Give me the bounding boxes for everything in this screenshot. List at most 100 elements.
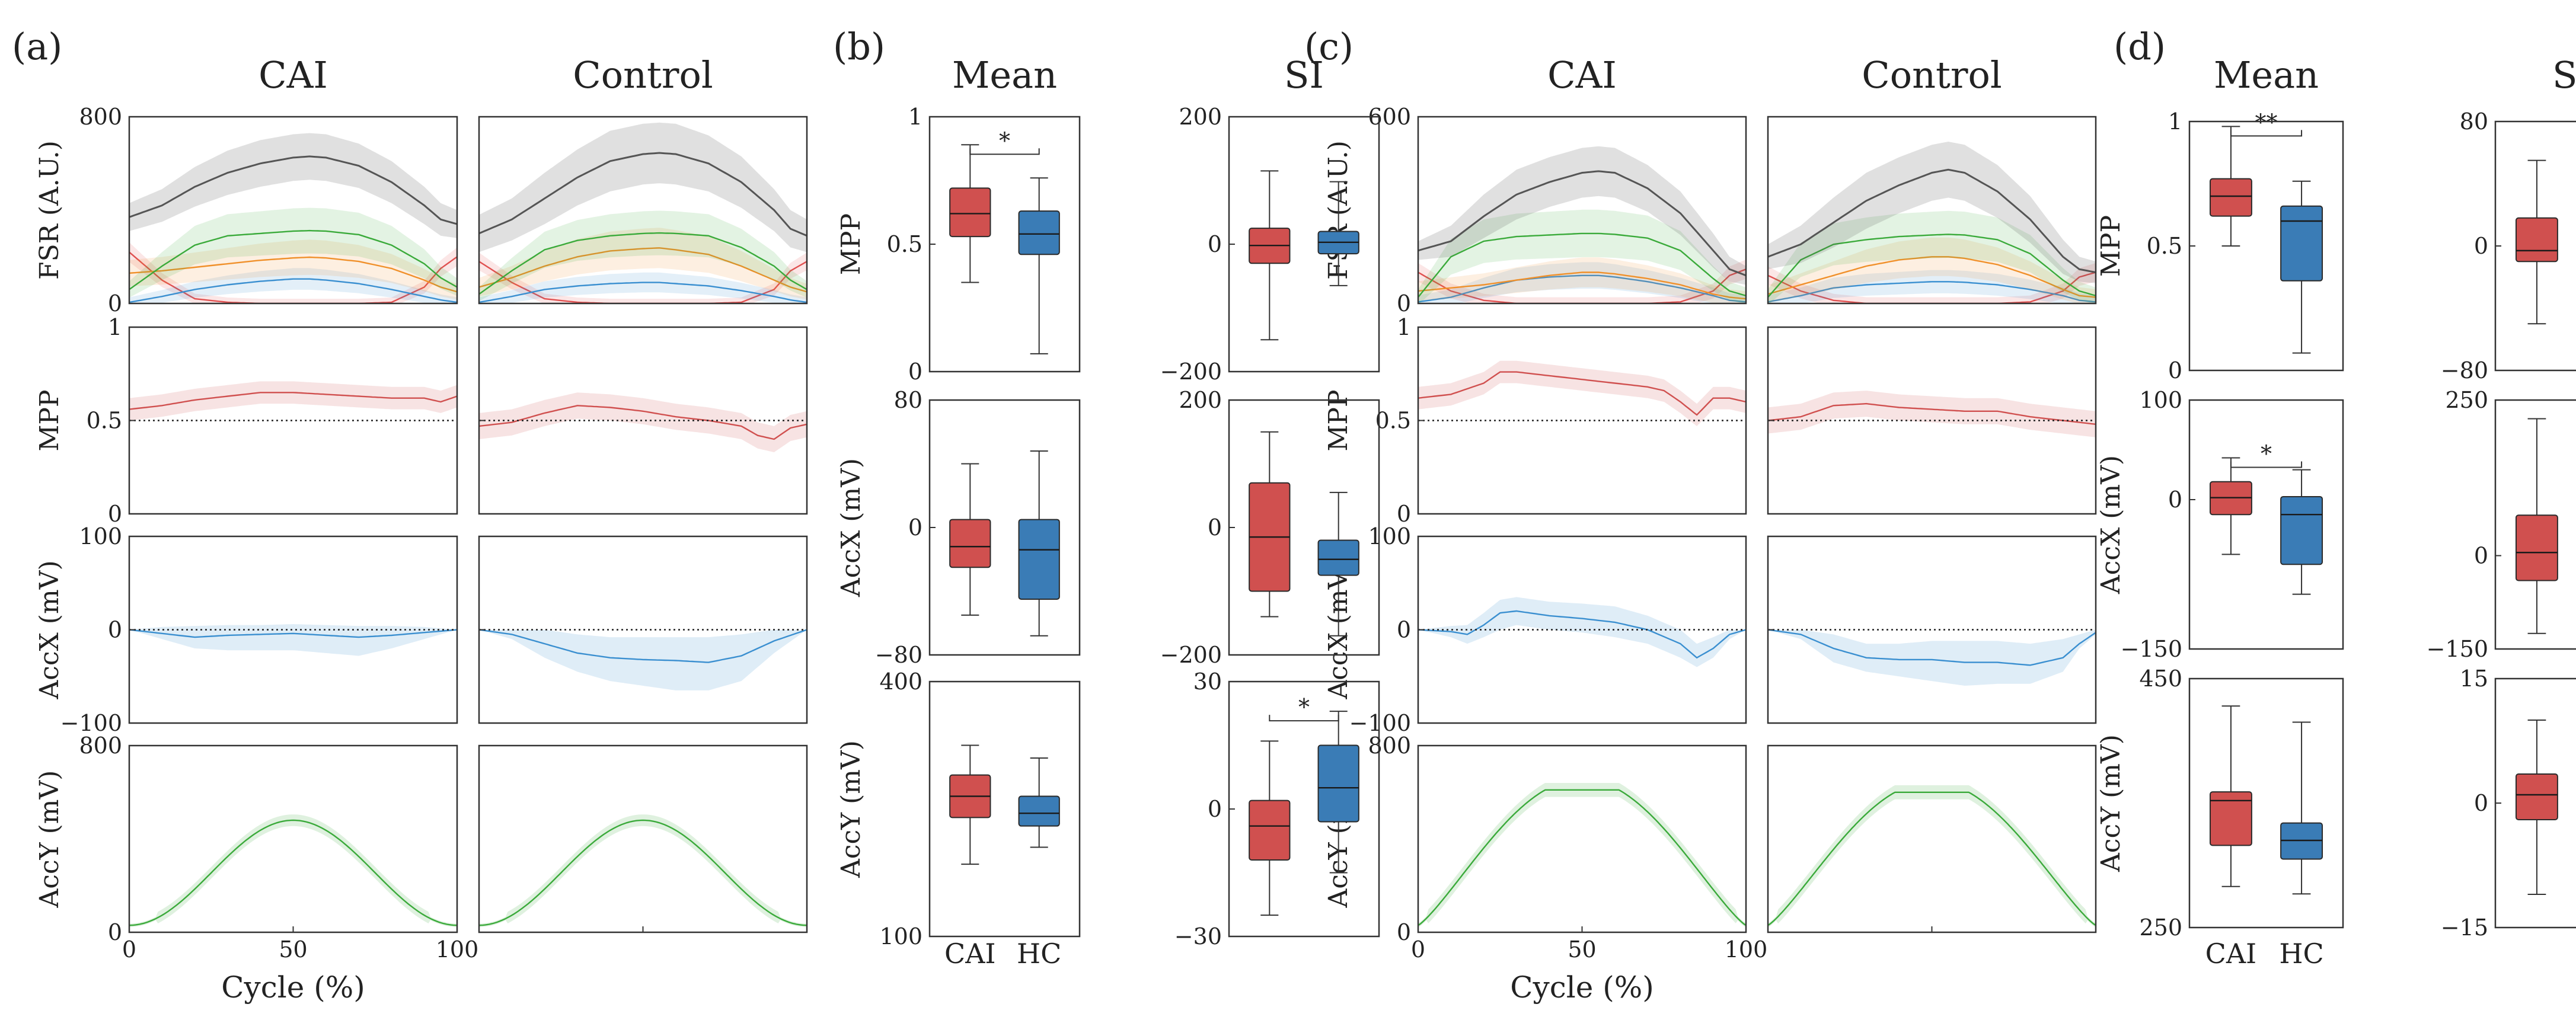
y-axis-label: AccX (mV)	[2096, 455, 2126, 594]
y-tick-label: 100	[879, 923, 922, 949]
plot-area-control	[479, 629, 807, 690]
box-cai	[1249, 800, 1291, 861]
column-title-cai: CAI	[258, 53, 328, 97]
fsr-total-line	[479, 152, 807, 237]
accy-band	[1768, 785, 2096, 928]
plot-area-control	[1768, 629, 2096, 686]
fsr-total-line	[129, 155, 457, 225]
axes-frame	[1767, 744, 2097, 933]
fsr-s1-band	[1768, 270, 2096, 303]
box-hc	[1018, 795, 1060, 827]
x-tick-label: 50	[279, 936, 307, 963]
significance-bracket	[2230, 130, 2303, 137]
x-tick-label: 100	[1725, 936, 1768, 963]
y-tick-label: −200	[1160, 359, 1222, 385]
y-tick-label: −80	[2441, 357, 2488, 383]
axes-frame	[128, 116, 458, 305]
accx-line	[479, 629, 807, 663]
column-title-control: Control	[573, 53, 713, 97]
y-tick-label: 1	[2168, 108, 2182, 135]
fsr-s3-band	[479, 210, 807, 302]
box-hc	[2280, 495, 2323, 565]
fsr-total-line	[1768, 168, 2096, 273]
y-tick-label: 0	[1208, 231, 1222, 257]
column-title-mean: Mean	[952, 53, 1057, 97]
y-tick-label: 0	[2474, 543, 2488, 569]
accy-band	[1418, 783, 1746, 928]
fsr-s2-band	[1768, 237, 2096, 303]
plot-area-cai	[1418, 146, 1746, 303]
accx-band	[1418, 597, 1746, 667]
y-tick-label: 0	[108, 617, 122, 643]
y-tick-label: −80	[875, 642, 922, 668]
fsr-s4-line	[1418, 268, 1746, 303]
y-tick-label: 0	[2168, 357, 2182, 383]
significance-marker: **	[2255, 109, 2278, 135]
y-tick-label: 0	[108, 290, 122, 316]
axes-frame	[2494, 399, 2576, 650]
x-tick-label: 100	[436, 936, 479, 963]
fsr-s2-line	[1768, 256, 2096, 298]
box-hc	[1018, 519, 1060, 600]
y-tick-label: −150	[2427, 636, 2488, 662]
y-tick-label: 0.5	[887, 231, 922, 257]
accx-line	[1768, 629, 2096, 666]
x-category-cai: CAI	[944, 938, 996, 970]
y-tick-label: −200	[1160, 642, 1222, 668]
y-tick-label: 0	[1208, 796, 1222, 822]
y-axis-label: MPP	[836, 213, 866, 275]
y-tick-label: 450	[2139, 666, 2182, 692]
significance-marker: *	[1298, 694, 1310, 720]
box-hc	[1317, 539, 1359, 576]
y-tick-label: 0.5	[2147, 233, 2182, 259]
y-tick-label: 400	[879, 669, 922, 695]
y-axis-label: AccX (mV)	[34, 560, 65, 699]
x-tick-label: 50	[1568, 936, 1596, 963]
y-axis-label: AccX (mV)	[836, 458, 866, 597]
axes-frame	[1417, 744, 1747, 933]
y-axis-label: AccY (mV)	[2096, 734, 2126, 872]
significance-marker: *	[999, 127, 1010, 154]
fsr-s3-line	[1768, 234, 2096, 298]
box-cai	[949, 187, 991, 238]
fsr-s3-band	[1768, 210, 2096, 303]
y-tick-label: −100	[1349, 710, 1411, 736]
fsr-total-line	[1418, 170, 1746, 277]
y-tick-label: 0	[1397, 919, 1411, 945]
axes-frame	[2188, 399, 2344, 650]
y-tick-label: 1	[1397, 314, 1411, 340]
accx-band	[129, 624, 457, 656]
y-tick-label: 0	[1397, 290, 1411, 316]
fsr-s1-line	[479, 282, 807, 303]
plot-area-control	[479, 392, 807, 452]
box-cai	[2209, 791, 2252, 846]
mpp-line	[129, 392, 457, 410]
mpp-band	[1418, 360, 1746, 426]
y-tick-label: 250	[2445, 387, 2488, 413]
fsr-s4-line	[479, 261, 807, 303]
y-tick-label: 0	[108, 919, 122, 945]
accy-line	[479, 819, 807, 926]
y-axis-label: FSR (A.U.)	[34, 140, 65, 280]
y-tick-label: 0	[1208, 514, 1222, 541]
column-title-mean: Mean	[2214, 53, 2319, 97]
y-tick-label: 100	[79, 523, 122, 549]
fsr-s2-line	[479, 247, 807, 293]
fsr-total-band	[129, 133, 457, 238]
y-tick-label: 0	[1397, 501, 1411, 527]
accy-line	[129, 819, 457, 926]
column-title-cai: CAI	[1547, 53, 1617, 97]
plot-area-control	[1768, 785, 2096, 928]
mpp-line	[1418, 371, 1746, 416]
column-title-control: Control	[1862, 53, 2002, 97]
panel-label-a: (a)	[12, 25, 62, 68]
y-tick-label: 0	[1397, 617, 1411, 643]
fsr-s3-band	[1418, 209, 1746, 303]
box-cai	[2515, 217, 2558, 263]
y-tick-label: 30	[1193, 669, 1222, 695]
plot-area-cai	[129, 814, 457, 928]
accy-line	[1418, 789, 1746, 926]
y-tick-label: −15	[2441, 915, 2488, 941]
x-tick-label: 0	[122, 936, 136, 963]
